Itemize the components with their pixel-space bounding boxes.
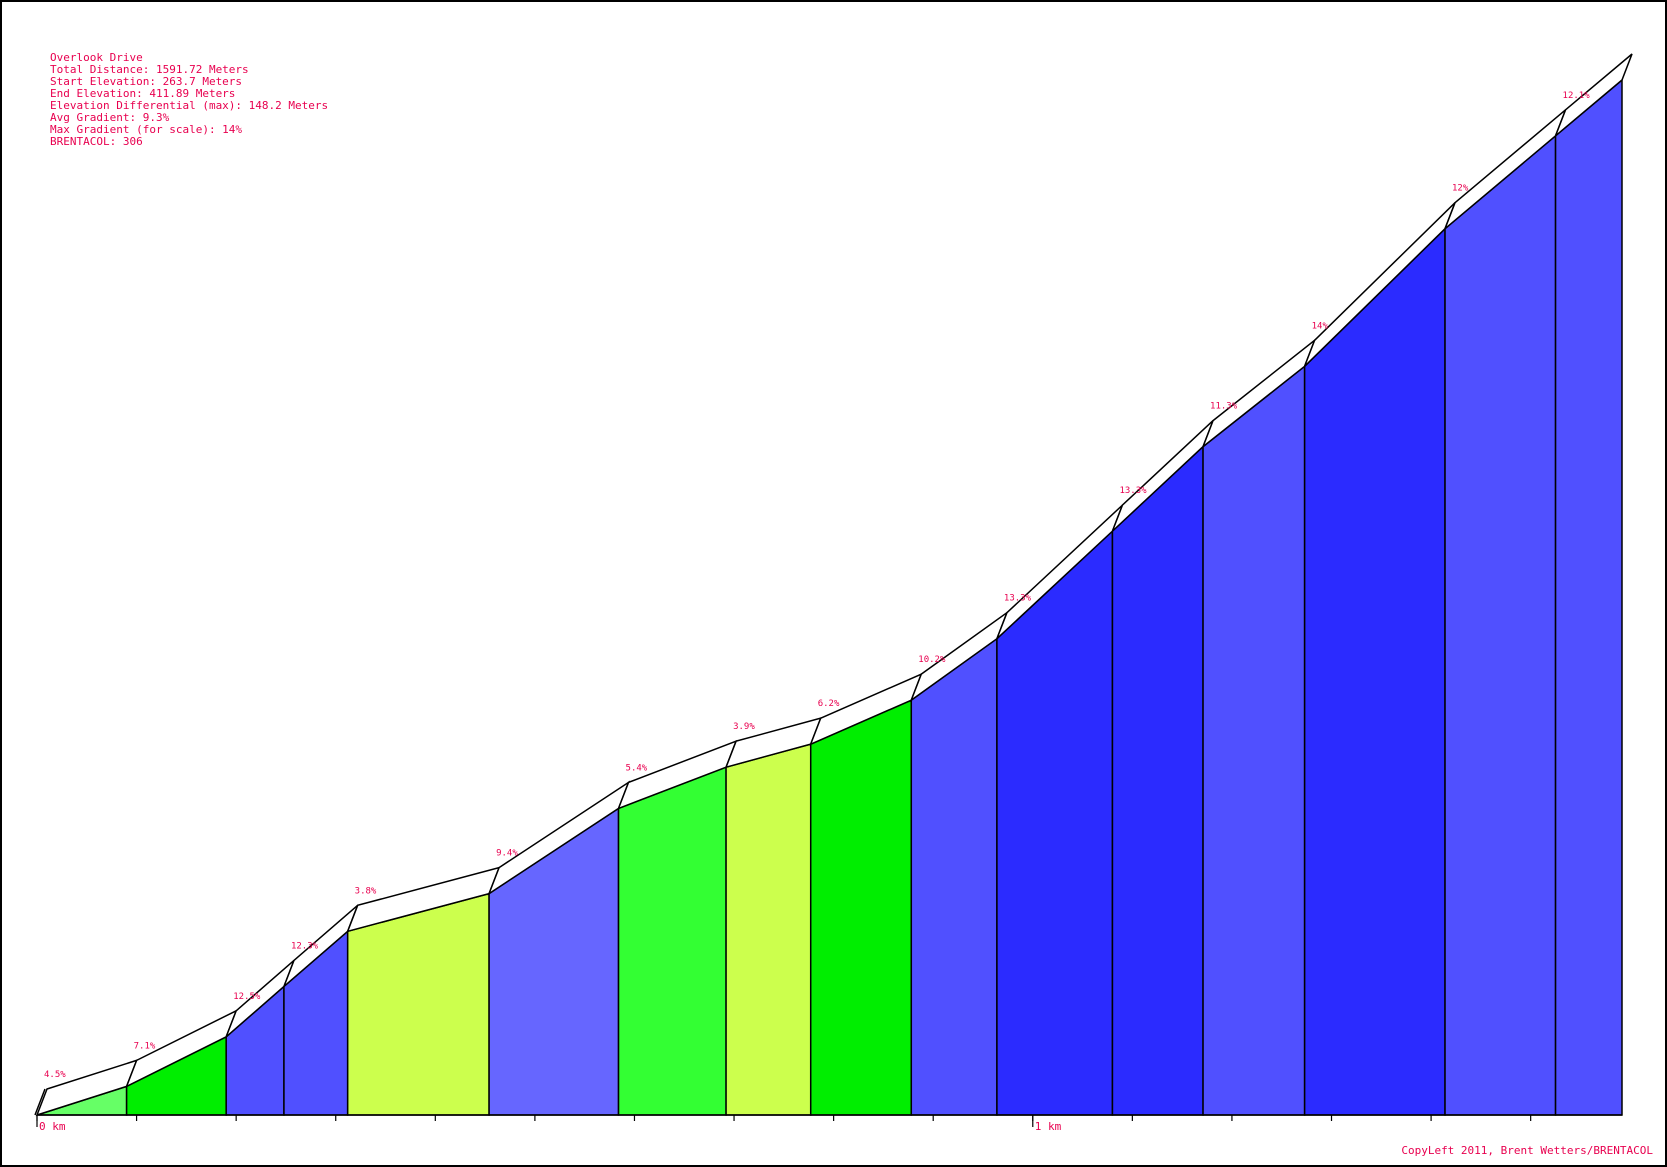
gradient-segment-14 <box>1303 226 1446 1116</box>
gradient-label-16: 12.1% <box>1563 91 1591 101</box>
info-end-elevation: End Elevation: 411.89 Meters <box>50 87 236 100</box>
gradient-segment-15 <box>1444 134 1557 1116</box>
info-brentacol: BRENTACOL: 306 <box>50 135 143 148</box>
gradient-label-3: 12.5% <box>233 992 261 1002</box>
gradient-label-12: 13.3% <box>1119 486 1147 496</box>
x-tick-label-0: 0 km <box>39 1120 66 1133</box>
gradient-label-7: 5.4% <box>626 763 648 773</box>
gradient-segment-7 <box>617 766 727 1116</box>
info-total-distance: Total Distance: 1591.72 Meters <box>50 63 249 76</box>
gradient-label-1: 4.5% <box>44 1070 66 1080</box>
gradient-label-8: 3.9% <box>733 722 755 732</box>
gradient-label-15: 12% <box>1452 184 1469 194</box>
info-max-gradient: Max Gradient (for scale): 14% <box>50 123 243 136</box>
info-start-elevation: Start Elevation: 263.7 Meters <box>50 75 243 88</box>
gradient-segment-13 <box>1202 364 1306 1116</box>
info-avg-gradient: Avg Gradient: 9.3% <box>50 111 170 124</box>
gradient-label-5: 3.8% <box>355 886 377 896</box>
gradient-segment-8 <box>725 743 812 1116</box>
copyleft-credit: CopyLeft 2011, Brent Wetters/BRENTACOL <box>1401 1144 1653 1157</box>
gradient-segment-10 <box>910 637 998 1116</box>
gradient-label-14: 14% <box>1312 321 1329 331</box>
gradient-segment-16 <box>1554 78 1623 1116</box>
gradient-label-2: 7.1% <box>134 1041 156 1051</box>
route-info-panel: Overlook Drive Total Distance: 1591.72 M… <box>50 52 328 148</box>
route-title: Overlook Drive <box>50 51 143 64</box>
gradient-segment-12 <box>1111 444 1204 1116</box>
gradient-label-10: 10.2% <box>918 655 946 665</box>
gradient-segment-9 <box>809 698 913 1116</box>
gradient-label-6: 9.4% <box>496 849 518 859</box>
gradient-label-4: 12.3% <box>291 941 319 951</box>
gradient-segment-5 <box>346 892 490 1116</box>
road-band-segment-16 <box>1554 53 1633 137</box>
gradient-label-13: 11.3% <box>1210 402 1238 412</box>
x-tick-label-1: 1 km <box>1035 1120 1062 1133</box>
gradient-label-9: 6.2% <box>818 699 840 709</box>
gradient-label-11: 13.3% <box>1004 594 1032 604</box>
road-band-start-cap <box>34 1088 46 1116</box>
info-elevation-differential: Elevation Differential (max): 148.2 Mete… <box>50 99 329 112</box>
